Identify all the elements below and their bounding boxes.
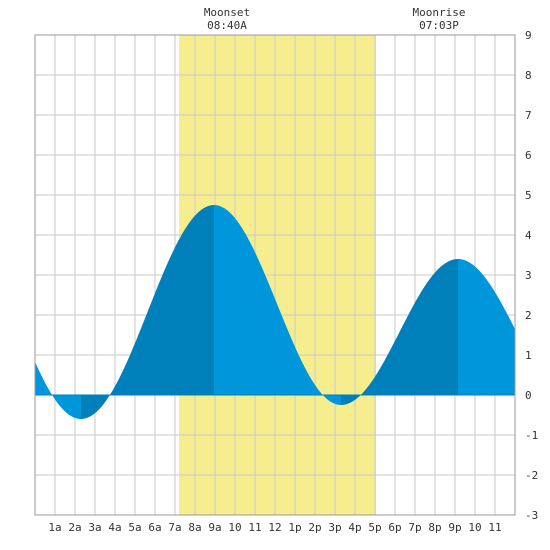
plot-frame	[34, 34, 516, 516]
x-tick-label: 5p	[368, 521, 381, 534]
tide-segment-falling	[35, 361, 81, 419]
x-tick-label: 10	[228, 521, 241, 534]
x-tick-label: 1p	[288, 521, 301, 534]
x-tick-label: 2p	[308, 521, 321, 534]
tide-segment-falling	[214, 205, 341, 405]
plot-area-group	[34, 34, 516, 516]
x-tick-label: 8p	[428, 521, 441, 534]
y-tick-label: 2	[525, 309, 532, 322]
x-tick-label: 7a	[168, 521, 181, 534]
x-tick-label: 11	[488, 521, 501, 534]
tide-segment-rising	[81, 205, 214, 419]
tide-segment-rising	[341, 259, 458, 405]
x-tick-label: 12	[268, 521, 281, 534]
y-tick-label: 1	[525, 349, 532, 362]
y-tick-label: 0	[525, 389, 532, 402]
moonrise-time: 07:03P	[419, 19, 459, 32]
x-tick-label: 9a	[208, 521, 221, 534]
y-tick-label: 3	[525, 269, 532, 282]
x-tick-label: 2a	[68, 521, 81, 534]
x-tick-label: 8a	[188, 521, 201, 534]
y-axis-tick-labels: -3 -2 -1 0 1 2 3 4 5 6 7 8 9	[525, 29, 538, 522]
tide-area-series	[35, 205, 515, 419]
x-tick-label: 11	[248, 521, 261, 534]
x-tick-label: 3p	[328, 521, 341, 534]
moonset-label: Moonset	[204, 6, 250, 19]
x-tick-label: 7p	[408, 521, 421, 534]
y-tick-label: 8	[525, 69, 532, 82]
x-tick-label: 6p	[388, 521, 401, 534]
x-tick-label: 4a	[108, 521, 121, 534]
y-tick-label: 7	[525, 109, 532, 122]
x-tick-label: 10	[468, 521, 481, 534]
x-axis-tick-labels: 1a 2a 3a 4a 5a 6a 7a 8a 9a 10 11 12 1p 2p 3p 4p 5p 6p 7p 8p…	[48, 521, 501, 534]
y-tick-label: 9	[525, 29, 532, 42]
moon-annotations: Moonset 08:40A Moonrise 07:03P	[204, 6, 466, 32]
moonset-time: 08:40A	[207, 19, 247, 32]
x-tick-label: 1a	[48, 521, 61, 534]
y-tick-label: 5	[525, 189, 532, 202]
x-tick-label: 4p	[348, 521, 361, 534]
moonrise-label: Moonrise	[413, 6, 466, 19]
y-tick-label: 4	[525, 229, 532, 242]
y-tick-label: -1	[525, 429, 538, 442]
x-tick-label: 6a	[148, 521, 161, 534]
x-tick-label: 9p	[448, 521, 461, 534]
x-tick-label: 3a	[88, 521, 101, 534]
y-tick-label: 6	[525, 149, 532, 162]
y-tick-label: -2	[525, 469, 538, 482]
tide-segment-falling	[458, 259, 515, 395]
x-tick-label: 5a	[128, 521, 141, 534]
y-tick-label: -3	[525, 509, 538, 522]
